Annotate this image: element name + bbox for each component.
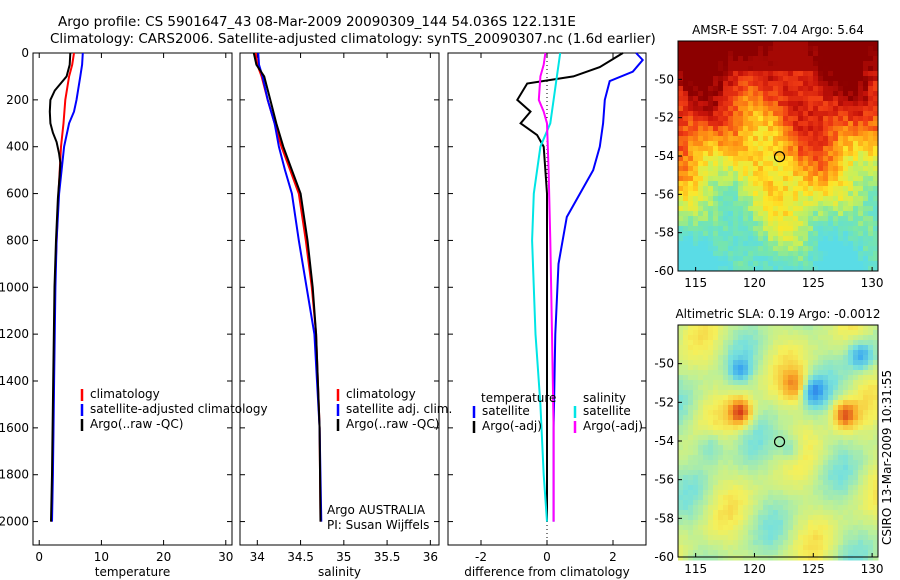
annotation-text: PI: Susan Wijffels <box>327 518 429 532</box>
series-line-argo-raw-qc- <box>252 52 322 522</box>
salinity-plot-frame <box>239 52 440 546</box>
x-tick-label: 115 <box>684 562 707 576</box>
difference-x-axis-label: difference from climatology <box>464 565 630 579</box>
x-tick-label: 2 <box>609 550 617 564</box>
legend-label: satellite-adjusted climatology <box>90 402 268 416</box>
x-tick-label: 34 <box>250 550 265 564</box>
x-tick-label: 20 <box>156 550 171 564</box>
y-tick-label: 1600 <box>0 421 29 435</box>
y-tick-label: 200 <box>6 93 29 107</box>
y-tick-label: -52 <box>654 395 674 409</box>
y-tick-label: 400 <box>6 140 29 154</box>
header-line-2: Climatology: CARS2006. Satellite-adjuste… <box>50 31 656 47</box>
header-line-1: Argo profile: CS 5901647_43 08-Mar-2009 … <box>58 14 576 30</box>
y-tick-label: -50 <box>654 357 674 371</box>
y-tick-label: 600 <box>6 187 29 201</box>
temperature-panel: 0 10 20 30 0 200 400 600 800 1000 1200 1400 1600 1800… <box>0 46 268 579</box>
x-tick-label: 10 <box>94 550 109 564</box>
x-tick-label: 130 <box>861 276 884 290</box>
y-tick-label: -54 <box>654 149 674 163</box>
legend-label: Argo(..raw -QC) <box>90 417 183 431</box>
annotation-text: Argo AUSTRALIA <box>327 503 426 517</box>
legend-header-salinity: salinity <box>583 391 626 405</box>
y-tick-label: -54 <box>654 434 674 448</box>
y-tick-label: -56 <box>654 187 674 201</box>
y-tick-label: 1400 <box>0 374 29 388</box>
y-tick-label: -60 <box>654 550 674 564</box>
y-tick-label: 1000 <box>0 280 29 294</box>
legend-label: Argo(-adj) <box>482 419 542 433</box>
legend-label: climatology <box>346 387 416 401</box>
temperature-x-axis-label: temperature <box>95 565 170 579</box>
legend-label: satellite adj. clim. <box>346 402 452 416</box>
argo-position-marker <box>773 436 786 448</box>
y-tick-label: 800 <box>6 233 29 247</box>
salinity-x-axis-label: salinity <box>318 565 361 579</box>
x-tick-label: 120 <box>743 276 766 290</box>
series-line-argo-adj- <box>537 52 555 522</box>
sla-map-panel: Altimetric SLA: 0.19 Argo: -0.0012 115 120… <box>654 307 883 576</box>
y-tick-label: -58 <box>654 226 674 240</box>
y-tick-label: -50 <box>654 72 674 86</box>
x-tick-label: 35 <box>336 550 351 564</box>
y-tick-label: 2000 <box>0 515 29 529</box>
sst-map-field <box>678 41 879 272</box>
y-tick-label: 1800 <box>0 468 29 482</box>
series-line-satellite <box>552 52 645 522</box>
x-tick-label: 120 <box>743 562 766 576</box>
x-tick-label: 30 <box>218 550 233 564</box>
x-tick-label: -2 <box>475 550 487 564</box>
series-line-argo-adj- <box>516 52 624 522</box>
y-tick-label: 1200 <box>0 327 29 341</box>
series-line-satellite-adj-clim- <box>257 52 323 522</box>
y-tick-label: -52 <box>654 111 674 125</box>
legend-label: Argo(..raw -QC) <box>346 417 439 431</box>
y-tick-label: -60 <box>654 264 674 278</box>
timestamp-label: CSIRO 13-Mar-2009 10:31:55 <box>880 370 894 545</box>
legend-label: satellite <box>583 404 631 418</box>
legend-label: Argo(-adj) <box>583 419 643 433</box>
legend-label: climatology <box>90 387 160 401</box>
sst-map-title: AMSR-E SST: 7.04 Argo: 5.64 <box>692 23 864 37</box>
series-line-satellite <box>531 52 562 522</box>
series-line-climatology <box>254 52 322 522</box>
x-tick-label: 130 <box>861 562 884 576</box>
salinity-panel: 34 34.5 35 35.5 36 salinity climatologysatelli… <box>239 52 452 579</box>
legend-header-temperature: temperature <box>481 391 556 405</box>
sla-map-title: Altimetric SLA: 0.19 Argo: -0.0012 <box>675 307 880 321</box>
argo-position-marker <box>773 151 786 163</box>
y-tick-label: -56 <box>654 473 674 487</box>
x-tick-label: 36 <box>423 550 438 564</box>
sla-map-field <box>678 325 879 561</box>
x-tick-label: 115 <box>684 276 707 290</box>
x-tick-label: 35.5 <box>374 550 401 564</box>
y-tick-label: 0 <box>21 46 29 60</box>
series-line-argo-raw-qc- <box>48 52 72 522</box>
x-tick-label: 0 <box>35 550 43 564</box>
temperature-plot-frame <box>32 52 233 546</box>
x-tick-label: 125 <box>802 276 825 290</box>
x-tick-label: 34.5 <box>287 550 314 564</box>
sst-map-panel: AMSR-E SST: 7.04 Argo: 5.64 115 120 125 130 -… <box>654 23 883 290</box>
series-line-satellite-adjusted-climatology <box>51 52 84 522</box>
x-tick-label: 125 <box>802 562 825 576</box>
y-tick-label: -58 <box>654 511 674 525</box>
x-tick-label: 0 <box>543 550 551 564</box>
legend-label: satellite <box>482 404 530 418</box>
